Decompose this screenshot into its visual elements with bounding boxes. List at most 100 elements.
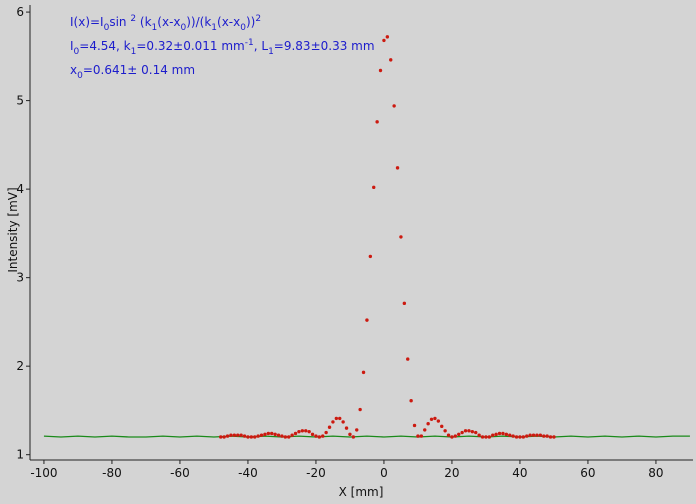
data-point <box>348 432 352 437</box>
data-point <box>487 435 492 439</box>
data-point <box>392 104 396 108</box>
data-point <box>351 435 356 439</box>
data-point <box>525 434 529 438</box>
data-point <box>341 420 345 424</box>
data-point <box>310 432 315 437</box>
data-point <box>331 420 335 424</box>
data-point <box>521 435 526 439</box>
data-point <box>249 435 254 439</box>
x-tick-label: -20 <box>306 466 326 480</box>
data-point <box>436 419 441 423</box>
data-point <box>552 435 556 439</box>
annotation-part: )) <box>246 15 255 29</box>
data-point <box>236 433 240 437</box>
data-point <box>511 434 515 438</box>
data-point <box>263 432 267 437</box>
data-point <box>508 433 512 437</box>
annotation-part: (x-x <box>217 15 240 29</box>
data-point <box>304 429 308 433</box>
data-point <box>491 433 495 437</box>
annotation-part: 1 <box>152 23 158 33</box>
annotation-part: I <box>70 39 74 53</box>
data-point <box>385 35 390 39</box>
data-point <box>453 434 458 438</box>
data-point <box>433 416 437 421</box>
annotation-part: ))/(k <box>186 15 211 29</box>
data-point <box>409 398 413 403</box>
annotation-part: =9.83±0.33 mm <box>274 39 375 53</box>
x-tick-label: -40 <box>238 466 258 480</box>
y-tick-label: 1 <box>16 448 24 462</box>
data-point <box>225 434 230 438</box>
data-point <box>497 431 502 436</box>
data-point <box>270 431 274 436</box>
data-point <box>378 68 383 73</box>
data-point <box>429 417 434 421</box>
data-line <box>43 435 690 438</box>
y-tick-label: 2 <box>16 359 24 373</box>
annotation-part: 0 <box>77 71 83 81</box>
x-tick-label: 40 <box>512 466 527 480</box>
annotation: I0=4.54, k1=0.32±0.011 mm-1, L1=9.83±0.3… <box>70 38 375 57</box>
annotation-part: 0 <box>240 23 246 33</box>
data-point <box>494 432 498 437</box>
data-point <box>395 166 400 170</box>
x-tick-label: -100 <box>30 466 57 480</box>
data-point <box>457 432 461 437</box>
data-point <box>327 425 332 429</box>
annotation-part: 1 <box>131 47 137 57</box>
data-point <box>229 433 233 437</box>
x-axis-label: X [mm] <box>339 485 384 499</box>
data-point <box>372 185 376 190</box>
data-point <box>266 431 271 436</box>
data-point <box>358 407 362 412</box>
data-point <box>365 318 369 322</box>
data-point <box>222 435 226 439</box>
annotation-part: 2 <box>255 14 261 24</box>
data-point <box>450 435 454 439</box>
data-point <box>324 430 328 435</box>
data-point <box>321 434 325 438</box>
y-tick-label: 6 <box>16 5 24 19</box>
data-point <box>293 431 298 436</box>
data-point <box>297 429 301 434</box>
annotation-part: 1 <box>268 47 274 57</box>
data-point <box>514 435 519 439</box>
annotation-part: , L <box>254 39 269 53</box>
data-point <box>535 433 539 437</box>
data-point <box>402 301 407 306</box>
annotation-part: =0.32±0.011 mm <box>136 39 244 53</box>
data-point <box>440 424 444 429</box>
x-tick-label: 20 <box>444 466 459 480</box>
data-point <box>276 433 281 437</box>
data-point <box>273 432 277 437</box>
data-point <box>545 434 549 438</box>
x-tick-label: 60 <box>580 466 595 480</box>
data-point <box>307 429 311 434</box>
data-point <box>484 435 488 439</box>
data-point <box>338 416 342 421</box>
data-point <box>239 433 243 437</box>
data-point <box>426 422 430 426</box>
x-tick-label: -80 <box>102 466 122 480</box>
data-point <box>423 428 427 432</box>
y-tick-label: 5 <box>16 94 24 108</box>
x-tick-label: -60 <box>170 466 190 480</box>
annotation-part: (x-x <box>157 15 180 29</box>
data-point <box>406 357 410 361</box>
data-point <box>246 435 250 439</box>
data-point <box>314 434 318 438</box>
annotation-part: 1 <box>211 23 217 33</box>
data-point <box>501 431 505 436</box>
annotation-part: 0 <box>74 47 80 57</box>
data-point <box>474 430 478 435</box>
data-point <box>542 434 546 438</box>
data-point <box>361 370 366 375</box>
annotation-part: =4.54, k <box>79 39 130 53</box>
x-tick-label: 80 <box>648 466 663 480</box>
data-point <box>467 429 471 433</box>
data-point <box>242 434 247 438</box>
annotation-part: -1 <box>245 38 254 48</box>
annotation-part: sin <box>109 15 130 29</box>
